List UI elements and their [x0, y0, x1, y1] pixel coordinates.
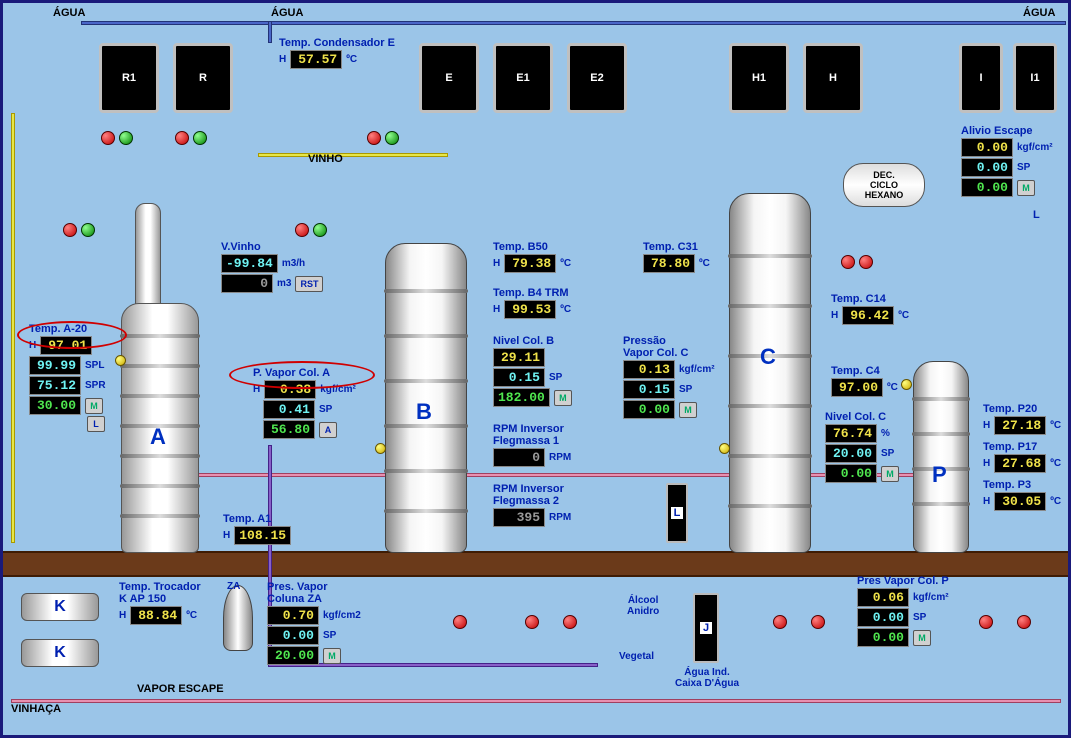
valve-icon[interactable] [175, 131, 189, 145]
block-tempc14: Temp. C14 H96.42ºC [831, 293, 909, 325]
label: Temp. Condensador E [279, 37, 395, 49]
condenser-r: R [173, 43, 233, 113]
label-vegetal: Vegetal [619, 651, 654, 662]
value[interactable]: 57.57 [290, 50, 342, 69]
block-temp-cond-e: Temp. Condensador E H57.57ºC [279, 37, 395, 69]
pump-icon[interactable] [563, 615, 577, 629]
block-tempa20: Temp. A-20 H97.01 99.99SPL 75.12SPR 30.0… [29, 323, 106, 432]
sensor-icon [375, 443, 386, 454]
label-l: L [1033, 209, 1040, 221]
valve-icon[interactable] [385, 131, 399, 145]
label-vinhaca: VINHAÇA [11, 703, 61, 715]
condenser-h1: H1 [729, 43, 789, 113]
pipe [11, 699, 1061, 703]
label-za: ZA [227, 581, 240, 592]
condenser-r1: R1 [99, 43, 159, 113]
block-nivelc: Nivel Col. C 76.74% 20.00SP 0.00M [825, 411, 899, 483]
condenser-i: I [959, 43, 1003, 113]
block-tempp17: Temp. P17 H27.68ºC [983, 441, 1061, 473]
unit-k2: K [21, 639, 99, 667]
block-tempc4: Temp. C4 97.00ºC [831, 365, 898, 397]
block-vvinho: V.Vinho -99.84m3/h 0m3RST [221, 241, 323, 293]
valve-icon[interactable] [101, 131, 115, 145]
valve-icon[interactable] [367, 131, 381, 145]
pump-icon[interactable] [811, 615, 825, 629]
pipe [123, 473, 943, 477]
valve-icon[interactable] [313, 223, 327, 237]
valve-icon[interactable] [295, 223, 309, 237]
block-presp: Pres Vapor Col. P 0.06kgf/cm² 0.00SP 0.0… [857, 575, 949, 647]
label-agua-ind: Água Ind. Caixa D'Água [675, 667, 739, 689]
block-tempc31: Temp. C31 78.80ºC [643, 241, 710, 273]
dec-ciclo-hexano: DEC. CICLO HEXANO [843, 163, 925, 207]
valve-icon[interactable] [841, 255, 855, 269]
pump-icon[interactable] [525, 615, 539, 629]
sensor-icon [115, 355, 126, 366]
condenser-e1: E1 [493, 43, 553, 113]
unit-k1: K [21, 593, 99, 621]
block-tempp3: Temp. P3 H30.05ºC [983, 479, 1061, 511]
sensor-icon [719, 443, 730, 454]
valve-icon[interactable] [859, 255, 873, 269]
valve-icon[interactable] [193, 131, 207, 145]
block-tempb4: Temp. B4 TRM H99.53ºC [493, 287, 571, 319]
block-presza: Pres. Vapor Coluna ZA 0.70kgf/cm2 0.00SP… [267, 581, 361, 665]
label-agua-right: ÁGUA [1023, 7, 1055, 19]
mini-col-l: L [666, 483, 688, 543]
label-vapor-escape: VAPOR ESCAPE [137, 683, 224, 695]
pump-icon[interactable] [453, 615, 467, 629]
mini-col-j: J [693, 593, 719, 663]
tower-p: P [913, 361, 969, 553]
valve-icon[interactable] [63, 223, 77, 237]
label-agua-mid: ÁGUA [271, 7, 303, 19]
tower-c: C [729, 193, 811, 553]
block-rpm1: RPM Inversor Flegmassa 1 0RPM [493, 423, 571, 467]
rst-button[interactable]: RST [295, 276, 323, 292]
block-nivelb: Nivel Col. B 29.11 0.15SP 182.00M [493, 335, 572, 407]
condenser-h: H [803, 43, 863, 113]
label-alcool: Álcool Anidro [627, 595, 659, 617]
m-button[interactable]: M [1017, 180, 1035, 196]
condenser-e2: E2 [567, 43, 627, 113]
block-pressc: Pressão Vapor Col. C 0.13kgf/cm² 0.15SP … [623, 335, 715, 419]
label-vinho: VINHO [308, 153, 343, 165]
block-pvapor-a: P. Vapor Col. A H0.38kgf/cm² 0.41SP 56.8… [253, 367, 356, 439]
block-alivio-escape: Alivio Escape 0.00kgf/cm² 0.00SP 0.00M [961, 125, 1053, 197]
block-tempp20: Temp. P20 H27.18ºC [983, 403, 1061, 435]
tank-za [223, 585, 253, 651]
pump-icon[interactable] [773, 615, 787, 629]
pipe [11, 113, 15, 543]
block-tempb50: Temp. B50 H79.38ºC [493, 241, 571, 273]
pipe [81, 21, 1066, 25]
block-rpm2: RPM Inversor Flegmassa 2 395RPM [493, 483, 571, 527]
sensor-icon [901, 379, 912, 390]
pipe [258, 153, 448, 157]
condenser-i1: I1 [1013, 43, 1057, 113]
block-tempa1: Temp. A1 H108.15 [223, 513, 291, 545]
condenser-e: E [419, 43, 479, 113]
pump-icon[interactable] [1017, 615, 1031, 629]
block-temptroc: Temp. Trocador K AP 150 H88.84ºC [119, 581, 201, 625]
ground-strip [3, 551, 1068, 577]
tower-a: A [121, 303, 199, 553]
pump-icon[interactable] [979, 615, 993, 629]
label-agua-left: ÁGUA [53, 7, 85, 19]
pipe [268, 21, 272, 43]
valve-icon[interactable] [81, 223, 95, 237]
valve-icon[interactable] [119, 131, 133, 145]
value[interactable]: 0.00 [961, 138, 1013, 157]
tower-b: B [385, 243, 467, 553]
